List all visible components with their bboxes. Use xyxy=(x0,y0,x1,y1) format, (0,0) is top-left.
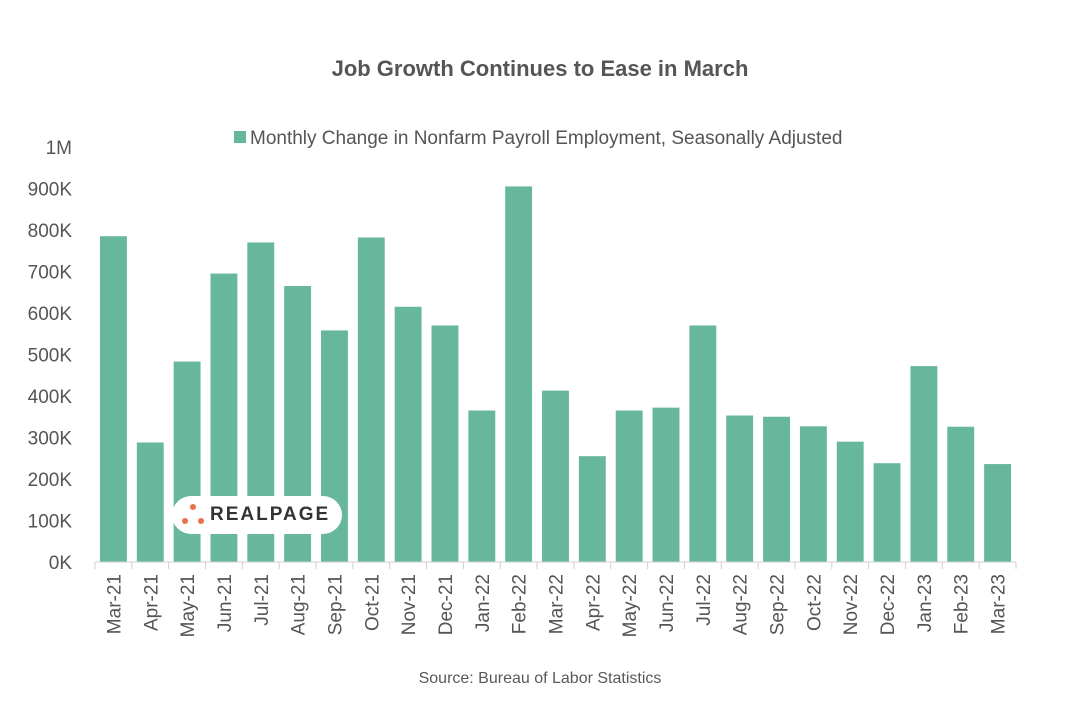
bar-apr-21 xyxy=(136,442,164,562)
bar-nov-21 xyxy=(394,306,422,562)
bar-sep-22 xyxy=(763,416,790,562)
x-tick-label: Jun-22 xyxy=(657,574,678,632)
y-tick-label: 300K xyxy=(28,429,73,450)
bar-dec-22 xyxy=(873,463,901,562)
x-tick-label: Apr-22 xyxy=(583,574,604,631)
bar-mar-22 xyxy=(542,390,569,562)
bar-mar-23 xyxy=(984,464,1012,562)
x-tick-label: Nov-22 xyxy=(841,574,862,635)
y-tick-label: 800K xyxy=(28,221,73,242)
bar-mar-21 xyxy=(99,236,127,562)
x-tick-label: Jun-21 xyxy=(215,574,236,632)
bar-jul-22 xyxy=(689,325,717,562)
x-tick-label: May-21 xyxy=(178,574,199,637)
y-tick-label: 400K xyxy=(28,387,73,408)
logo-text: REALPAGE xyxy=(210,504,331,525)
x-tick-label: Jul-21 xyxy=(252,574,273,626)
x-tick-label: Sep-21 xyxy=(325,574,346,635)
y-tick-label: 700K xyxy=(28,263,73,284)
bar-jan-22 xyxy=(468,410,496,562)
y-tick-label: 200K xyxy=(28,470,73,491)
y-tick-label: 0K xyxy=(49,553,73,574)
bar-apr-22 xyxy=(578,456,606,562)
legend-swatch xyxy=(234,131,246,143)
bar-feb-23 xyxy=(947,426,975,562)
x-tick-label: Aug-21 xyxy=(289,574,310,635)
x-axis: Mar-21 Apr-21 May-21 Jun-21 Jul-21 Aug-21 Sep-… xyxy=(94,561,1017,637)
y-axis: 0K 100K 200K 300K 400K 500K 600K 700K 800K 900K 1M xyxy=(28,138,73,574)
x-tick-label: Oct-21 xyxy=(362,574,383,631)
x-tick-label: Jan-23 xyxy=(915,574,936,632)
x-tick-label: Feb-23 xyxy=(952,574,973,634)
y-tick-label: 1M xyxy=(46,138,72,159)
y-tick-label: 500K xyxy=(28,346,73,367)
x-tick-label: Dec-22 xyxy=(878,574,899,635)
bar-jun-22 xyxy=(652,407,680,562)
x-tick-label: Aug-22 xyxy=(731,574,752,635)
x-tick-label: Oct-22 xyxy=(804,574,825,631)
bar-jan-23 xyxy=(910,366,938,562)
x-tick-label: Apr-21 xyxy=(141,574,162,631)
bar-dec-21 xyxy=(431,325,459,562)
x-tick-label: Jul-22 xyxy=(694,574,715,626)
x-tick-label: May-22 xyxy=(620,574,641,637)
source-note: Source: Bureau of Labor Statistics xyxy=(418,670,662,687)
x-tick-label: Mar-22 xyxy=(547,574,568,634)
y-tick-label: 600K xyxy=(28,304,73,325)
logo-dots-icon xyxy=(180,501,208,529)
x-tick-label: Nov-21 xyxy=(399,574,420,635)
realpage-logo: REALPAGE xyxy=(172,496,342,534)
x-tick-label: Mar-21 xyxy=(104,574,125,634)
bar-may-22 xyxy=(615,410,643,562)
bar-nov-22 xyxy=(836,441,864,562)
bar-feb-22 xyxy=(505,186,533,562)
x-tick-label: Mar-23 xyxy=(989,574,1010,634)
bar-oct-21 xyxy=(357,237,385,562)
x-tick-label: Feb-22 xyxy=(510,574,531,634)
x-tick-label: Sep-22 xyxy=(768,574,789,635)
x-tick-label: Jan-22 xyxy=(473,574,494,632)
chart-title: Job Growth Continues to Ease in March xyxy=(331,56,749,81)
legend: Monthly Change in Nonfarm Payroll Employ… xyxy=(234,128,842,149)
y-tick-label: 100K xyxy=(28,512,73,533)
x-tick-label: Dec-21 xyxy=(436,574,457,635)
bar-oct-22 xyxy=(799,426,827,562)
y-tick-label: 900K xyxy=(28,180,73,201)
bar-aug-22 xyxy=(726,415,754,562)
legend-label: Monthly Change in Nonfarm Payroll Employ… xyxy=(250,128,842,149)
